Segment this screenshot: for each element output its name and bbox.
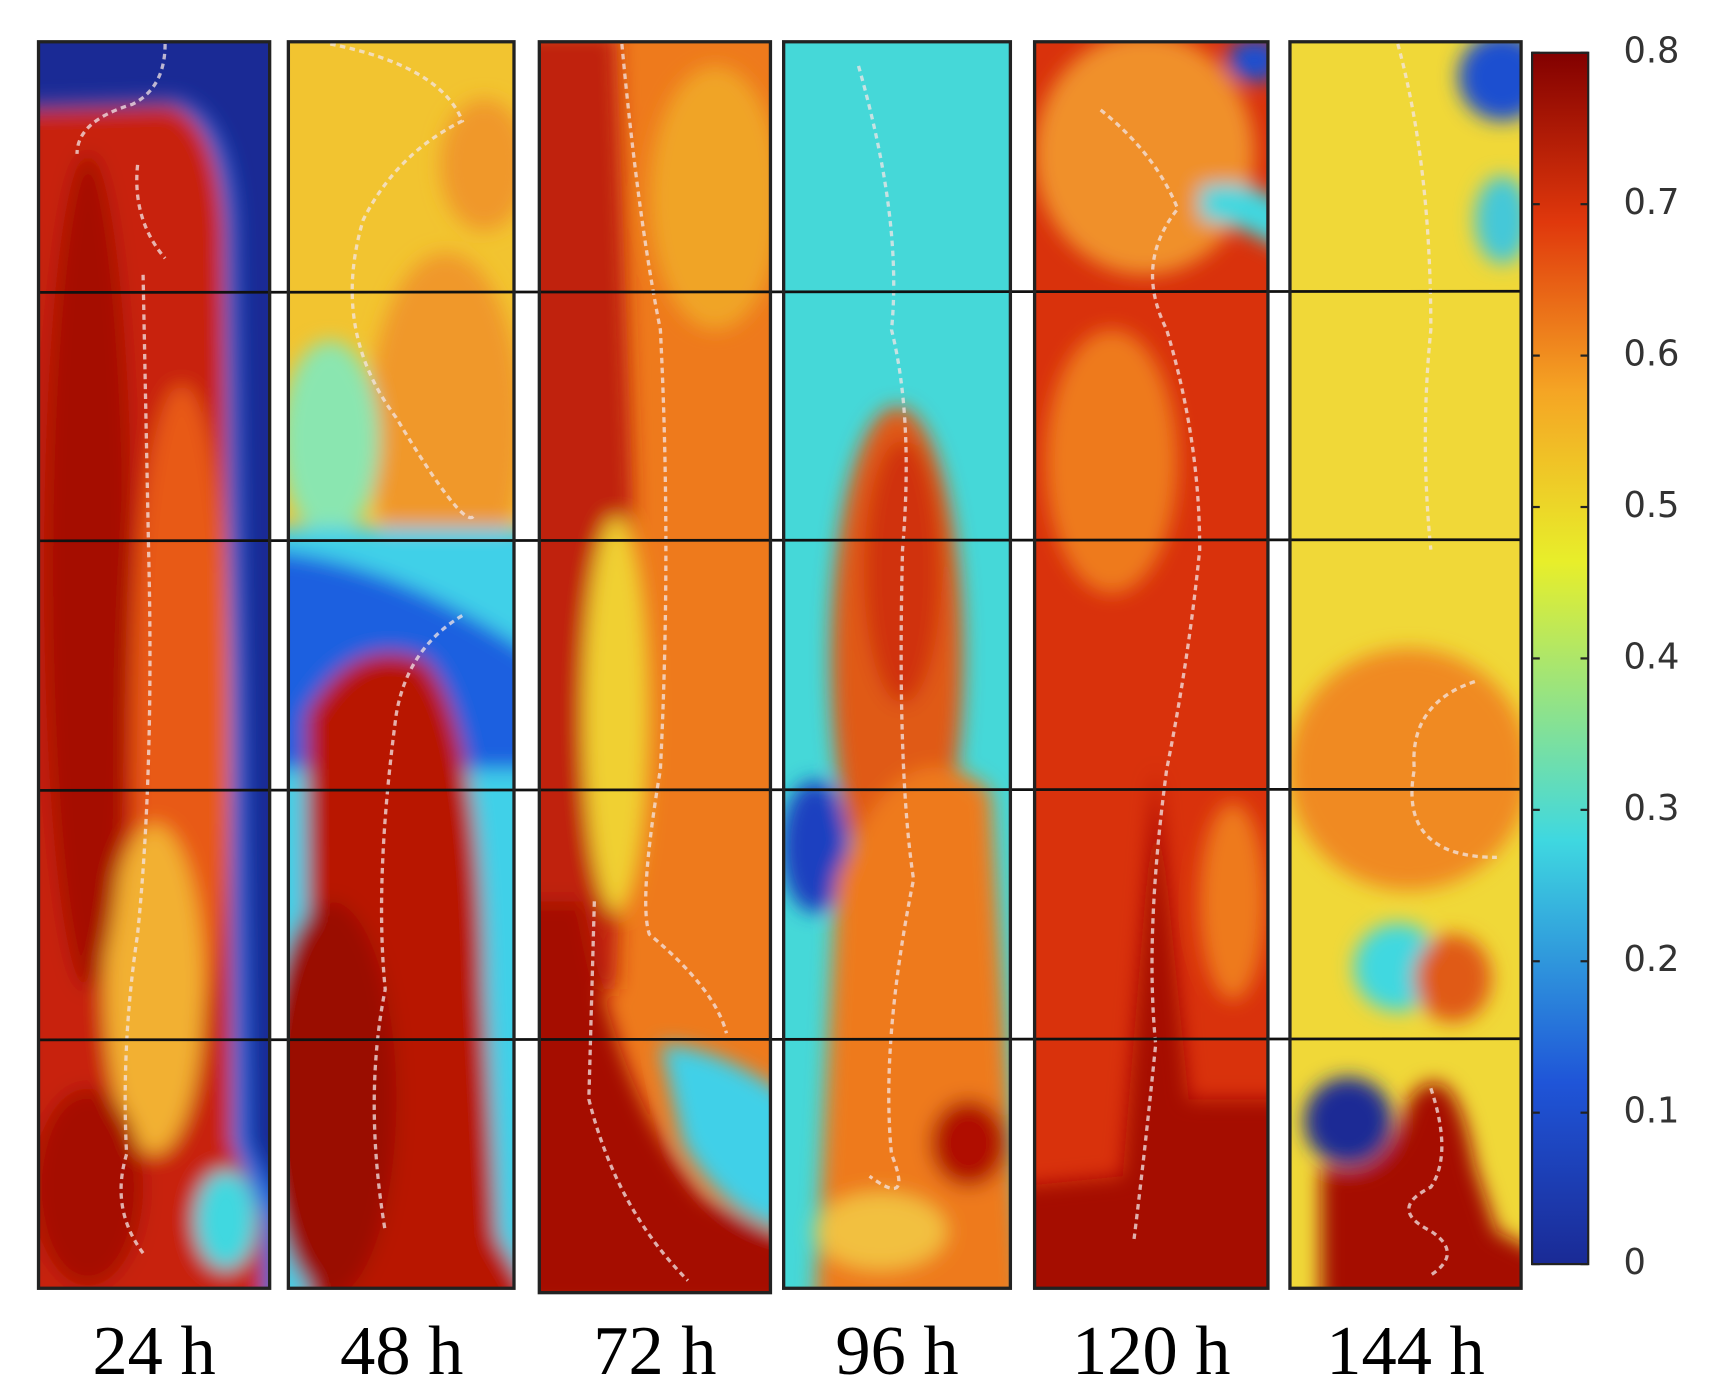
panel-field <box>783 41 1011 1289</box>
colorbar <box>1530 51 1590 1266</box>
panel-field <box>539 41 771 1293</box>
panel-field <box>1034 41 1268 1289</box>
panel-dividers <box>38 289 1522 1042</box>
panel-label: 24 h <box>92 1312 215 1390</box>
panel-label: 48 h <box>340 1312 463 1390</box>
panel-frames <box>36 40 1523 1295</box>
colorbar-tick-label: 0.7 <box>1623 182 1679 223</box>
panel-field <box>1289 41 1522 1289</box>
colorbar-tick-label: 0 <box>1623 1242 1645 1283</box>
colorbar-tick-label: 0.3 <box>1623 788 1679 829</box>
colorbar-tick-label: 0.6 <box>1623 334 1679 375</box>
colorbar-tick-label: 0.8 <box>1623 31 1679 72</box>
panel-field <box>288 41 514 1289</box>
colorbar-tick-label: 0.4 <box>1623 636 1679 677</box>
colorbar-tick-label: 0.1 <box>1623 1091 1679 1132</box>
panel-field <box>38 41 270 1289</box>
colorbar-tick-label: 0.2 <box>1623 939 1679 980</box>
panel-label: 96 h <box>835 1312 958 1390</box>
panel-label: 120 h <box>1072 1312 1230 1390</box>
panel-label: 144 h <box>1326 1312 1484 1390</box>
panel-label: 72 h <box>593 1312 716 1390</box>
colorbar-tick-label: 0.5 <box>1623 485 1679 526</box>
